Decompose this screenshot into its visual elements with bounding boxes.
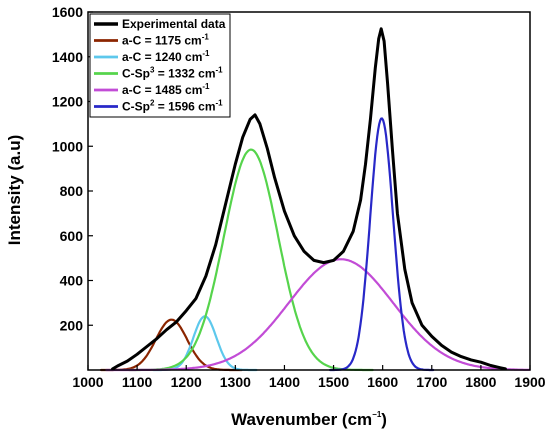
y-tick-label-600: 600 bbox=[60, 228, 84, 244]
x-axis-title-sup: −1 bbox=[372, 410, 382, 419]
x-tick-label-1400: 1400 bbox=[269, 374, 300, 390]
x-tick-label-1700: 1700 bbox=[416, 374, 447, 390]
legend-entry-5-sup: 2 bbox=[150, 99, 155, 108]
legend-box bbox=[89, 13, 231, 118]
legend-entry-5-sup2: -1 bbox=[216, 99, 224, 108]
series-line-5-c-sp bbox=[329, 117, 435, 372]
legend-entry-4: a-C = 1485 cm-1 bbox=[122, 82, 210, 97]
legend-entry-5-name: C-Sp bbox=[122, 100, 150, 114]
x-tick-label-1000: 1000 bbox=[72, 374, 103, 390]
legend-entry-2-sup: -1 bbox=[202, 49, 210, 58]
legend-entry-1: a-C = 1175 cm-1 bbox=[122, 33, 209, 48]
x-axis-title: Wavenumber (cm−1) bbox=[231, 410, 387, 429]
y-tick-label-200: 200 bbox=[60, 317, 84, 333]
x-tick-label-1600: 1600 bbox=[367, 374, 398, 390]
x-tick-label-1100: 1100 bbox=[122, 374, 153, 390]
legend-entry-2: a-C = 1240 cm-1 bbox=[122, 49, 210, 64]
legend-entry-0: Experimental data bbox=[122, 17, 226, 31]
legend-entry-1-name: a-C = 1175 cm bbox=[122, 34, 202, 48]
legend-entry-1-sup: -1 bbox=[202, 33, 210, 42]
legend-entry-3: C-Sp3 = 1332 cm-1 bbox=[122, 66, 223, 81]
x-axis-title-close: ) bbox=[381, 410, 387, 429]
x-axis-title-main: Wavenumber (cm bbox=[231, 410, 372, 429]
y-tick-label-1200: 1200 bbox=[52, 94, 83, 110]
legend-entry-3-name: C-Sp bbox=[122, 67, 150, 81]
x-tick-label-1300: 1300 bbox=[220, 374, 251, 390]
x-tick-label-1800: 1800 bbox=[465, 374, 496, 390]
legend-entry-2-name: a-C = 1240 cm bbox=[122, 50, 202, 64]
legend-entry-4-name: a-C = 1485 cm bbox=[122, 83, 202, 97]
x-tick-label-1900: 1900 bbox=[514, 374, 545, 390]
x-tick-label-1200: 1200 bbox=[171, 374, 202, 390]
ticks-layer: 1000 1100 1200 1300 1400 1500 1600 1700 1800 1900… bbox=[52, 4, 546, 390]
x-tick-label-1500: 1500 bbox=[318, 374, 349, 390]
legend-entry-3-after: = 1332 cm bbox=[154, 67, 215, 81]
series-line-2-a-c-1240-cm bbox=[152, 315, 258, 372]
legend-entry-3-sup2: -1 bbox=[216, 66, 224, 75]
series-line-0-experimental-data bbox=[111, 27, 507, 371]
y-axis-title: Intensity (a.u) bbox=[5, 135, 24, 246]
y-tick-label-1000: 1000 bbox=[52, 138, 83, 154]
y-tick-label-400: 400 bbox=[60, 273, 84, 289]
legend-entry-5-after: = 1596 cm bbox=[154, 100, 215, 114]
series-layer bbox=[100, 27, 531, 372]
y-tick-label-1400: 1400 bbox=[52, 49, 83, 65]
legend-entry-5: C-Sp2 = 1596 cm-1 bbox=[122, 99, 223, 114]
y-tick-label-800: 800 bbox=[60, 183, 84, 199]
y-tick-label-1600: 1600 bbox=[52, 4, 83, 20]
legend-entry-0-name: Experimental data bbox=[122, 17, 226, 31]
series-line-3-c-sp bbox=[127, 148, 374, 372]
legend-entry-3-sup: 3 bbox=[150, 66, 155, 75]
series-line-4-a-c-1485-cm bbox=[105, 258, 531, 372]
legend-entry-4-sup: -1 bbox=[202, 82, 210, 91]
